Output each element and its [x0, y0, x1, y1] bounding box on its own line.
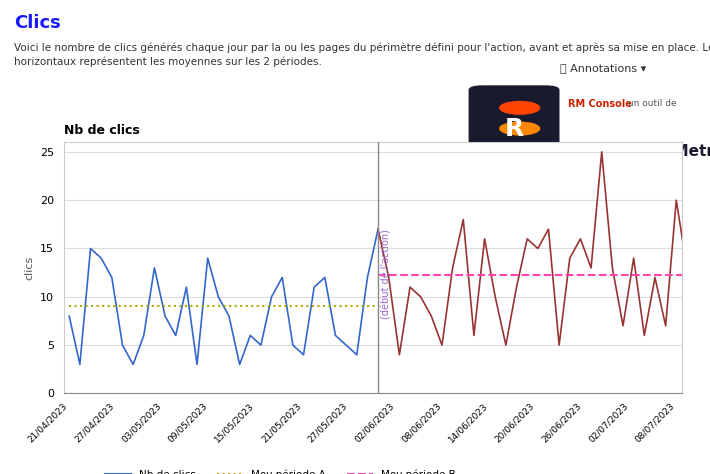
Text: My Ranking Metrics: My Ranking Metrics [568, 144, 710, 159]
FancyBboxPatch shape [469, 85, 559, 175]
Text: un outil de: un outil de [625, 99, 677, 108]
Text: (début de l'action): (début de l'action) [381, 229, 391, 319]
Legend: Nb de clics, Moy période A, Moy période B: Nb de clics, Moy période A, Moy période … [100, 465, 460, 474]
Text: Nb de clics: Nb de clics [64, 124, 140, 137]
Text: Voici le nombre de clics générés chaque jour par la ou les pages du périmètre dé: Voici le nombre de clics générés chaque … [14, 43, 710, 67]
Circle shape [500, 144, 540, 156]
Text: Clics: Clics [14, 14, 61, 32]
Circle shape [500, 122, 540, 135]
Text: R: R [504, 117, 524, 141]
Circle shape [500, 101, 540, 114]
FancyBboxPatch shape [510, 53, 697, 82]
Text: RM Console: RM Console [568, 99, 632, 109]
Y-axis label: clics: clics [25, 255, 35, 280]
Text: 📌 Annotations ▾: 📌 Annotations ▾ [560, 63, 647, 73]
